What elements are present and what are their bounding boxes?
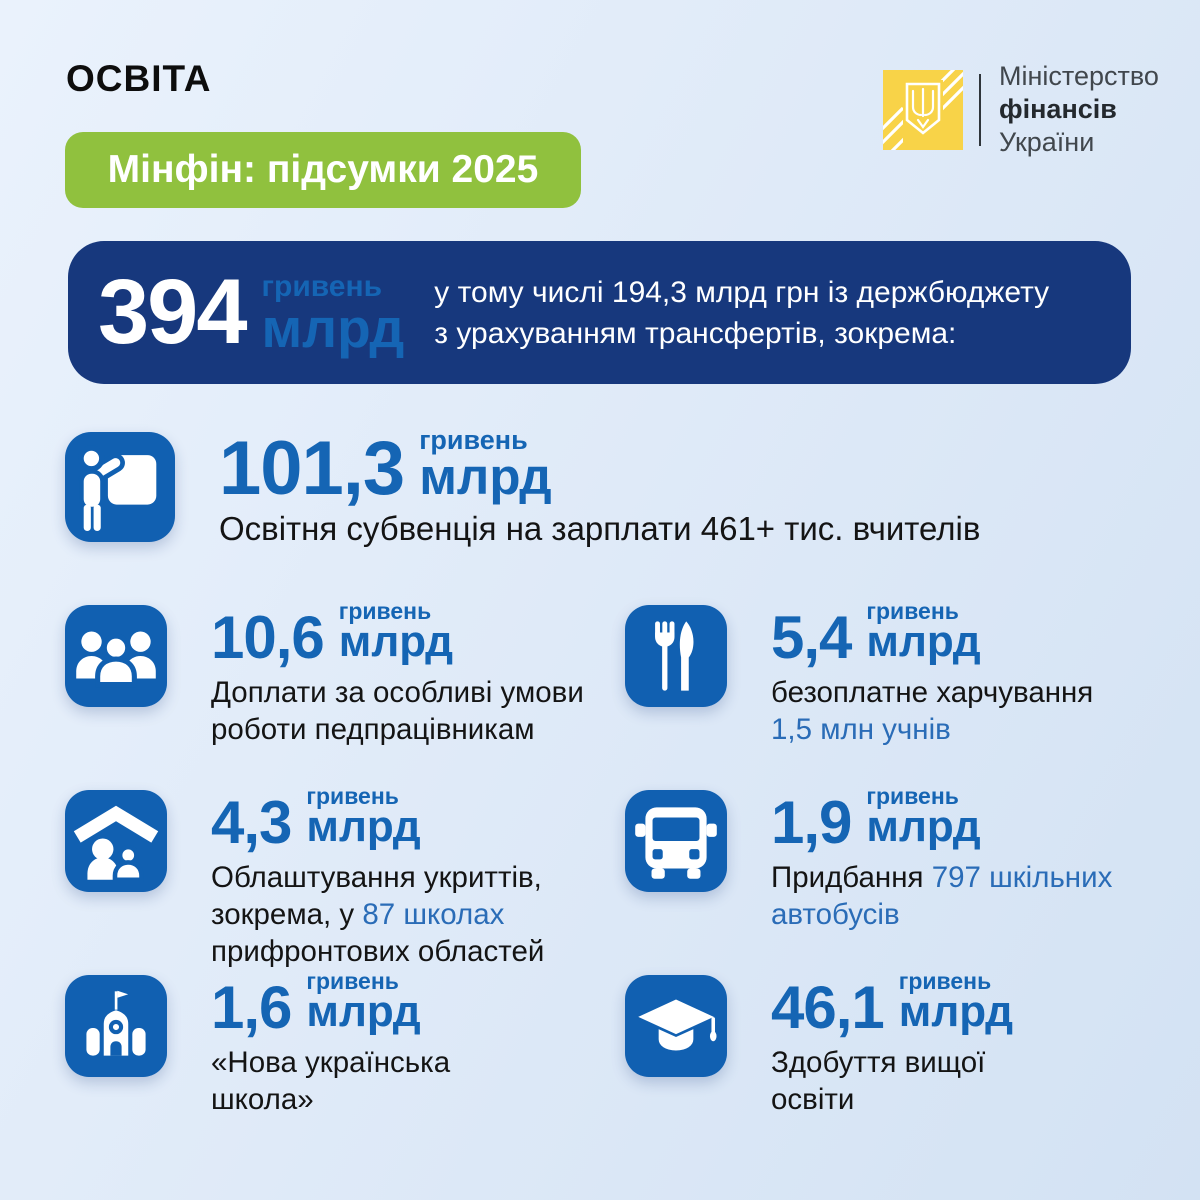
stat-item-meals: 5,4 гривень млрд безоплатне харчування 1… (625, 599, 1094, 748)
ministry-name-line2: фінансів (999, 94, 1117, 124)
stat-amount: 4,3 (211, 788, 292, 856)
stat-amount: 1,6 (211, 973, 292, 1041)
ministry-name: Міністерство фінансів України (999, 60, 1159, 159)
stat-description: Здобуття вищої освіти (771, 1045, 986, 1116)
ministry-logo: Міністерство фінансів України (875, 58, 1159, 161)
stat-item-buses: 1,9 гривень млрд Придбання 797 шкільних … (625, 784, 1113, 933)
stat-amount: 46,1 (771, 973, 885, 1041)
total-banner: 394 гривень млрд у тому числі 194,3 млрд… (68, 241, 1131, 384)
teacher-icon (65, 432, 175, 542)
stat-units: гривень млрд (866, 783, 981, 852)
stat-item-shelters: 4,3 гривень млрд Облаштування укриттів, … (65, 784, 545, 970)
stat-units: гривень млрд (866, 598, 981, 667)
graduation-cap-icon (625, 975, 727, 1077)
trident-icon (875, 58, 977, 161)
ministry-name-line3: України (999, 127, 1095, 157)
stat-description: Придбання 797 шкільних автобусів (771, 860, 1113, 931)
stat-units: гривень млрд (306, 783, 421, 852)
bus-icon (625, 790, 727, 892)
total-units: гривень млрд (261, 270, 405, 359)
stat-description: «Нова українська школа» (211, 1045, 451, 1116)
stat-amount: 101,3 (219, 426, 405, 512)
page-title: ОСВІТА (66, 58, 212, 99)
stat-amount: 5,4 (771, 603, 852, 671)
stat-description: Освітня субвенція на зарплати 461+ тис. … (219, 510, 981, 548)
stat-item-bonuses: 10,6 гривень млрд Доплати за особливі ум… (65, 599, 584, 748)
stat-units: гривень млрд (306, 968, 421, 1037)
total-amount: 394 (98, 260, 247, 363)
stat-units: гривень млрд (898, 968, 1013, 1037)
stat-units: гривень млрд (419, 425, 552, 506)
total-note: у тому числі 194,3 млрд грн із держбюдже… (434, 275, 1050, 350)
people-icon (65, 605, 167, 707)
logo-divider (979, 73, 981, 146)
stat-item-higher-ed: 46,1 гривень млрд Здобуття вищої освіти (625, 969, 1013, 1118)
ministry-name-line1: Міністерство (999, 61, 1159, 91)
stat-item-subvention: 101,3 гривень млрд Освітня субвенція на … (65, 426, 981, 548)
stat-amount: 10,6 (211, 603, 325, 671)
stat-description: Доплати за особливі умови роботи педпрац… (211, 675, 584, 746)
stat-amount: 1,9 (771, 788, 852, 856)
year-badge: Мінфін: підсумки 2025 (65, 132, 581, 208)
year-badge-label: Мінфін: підсумки 2025 (107, 148, 539, 191)
stat-item-nus: 1,6 гривень млрд «Нова українська школа» (65, 969, 451, 1118)
food-icon (625, 605, 727, 707)
school-icon (65, 975, 167, 1077)
stat-description: безоплатне харчування 1,5 млн учнів (771, 675, 1094, 746)
stat-description: Облаштування укриттів, зокрема, у 87 шко… (211, 860, 545, 968)
stat-units: гривень млрд (338, 598, 453, 667)
shelter-icon (65, 790, 167, 892)
